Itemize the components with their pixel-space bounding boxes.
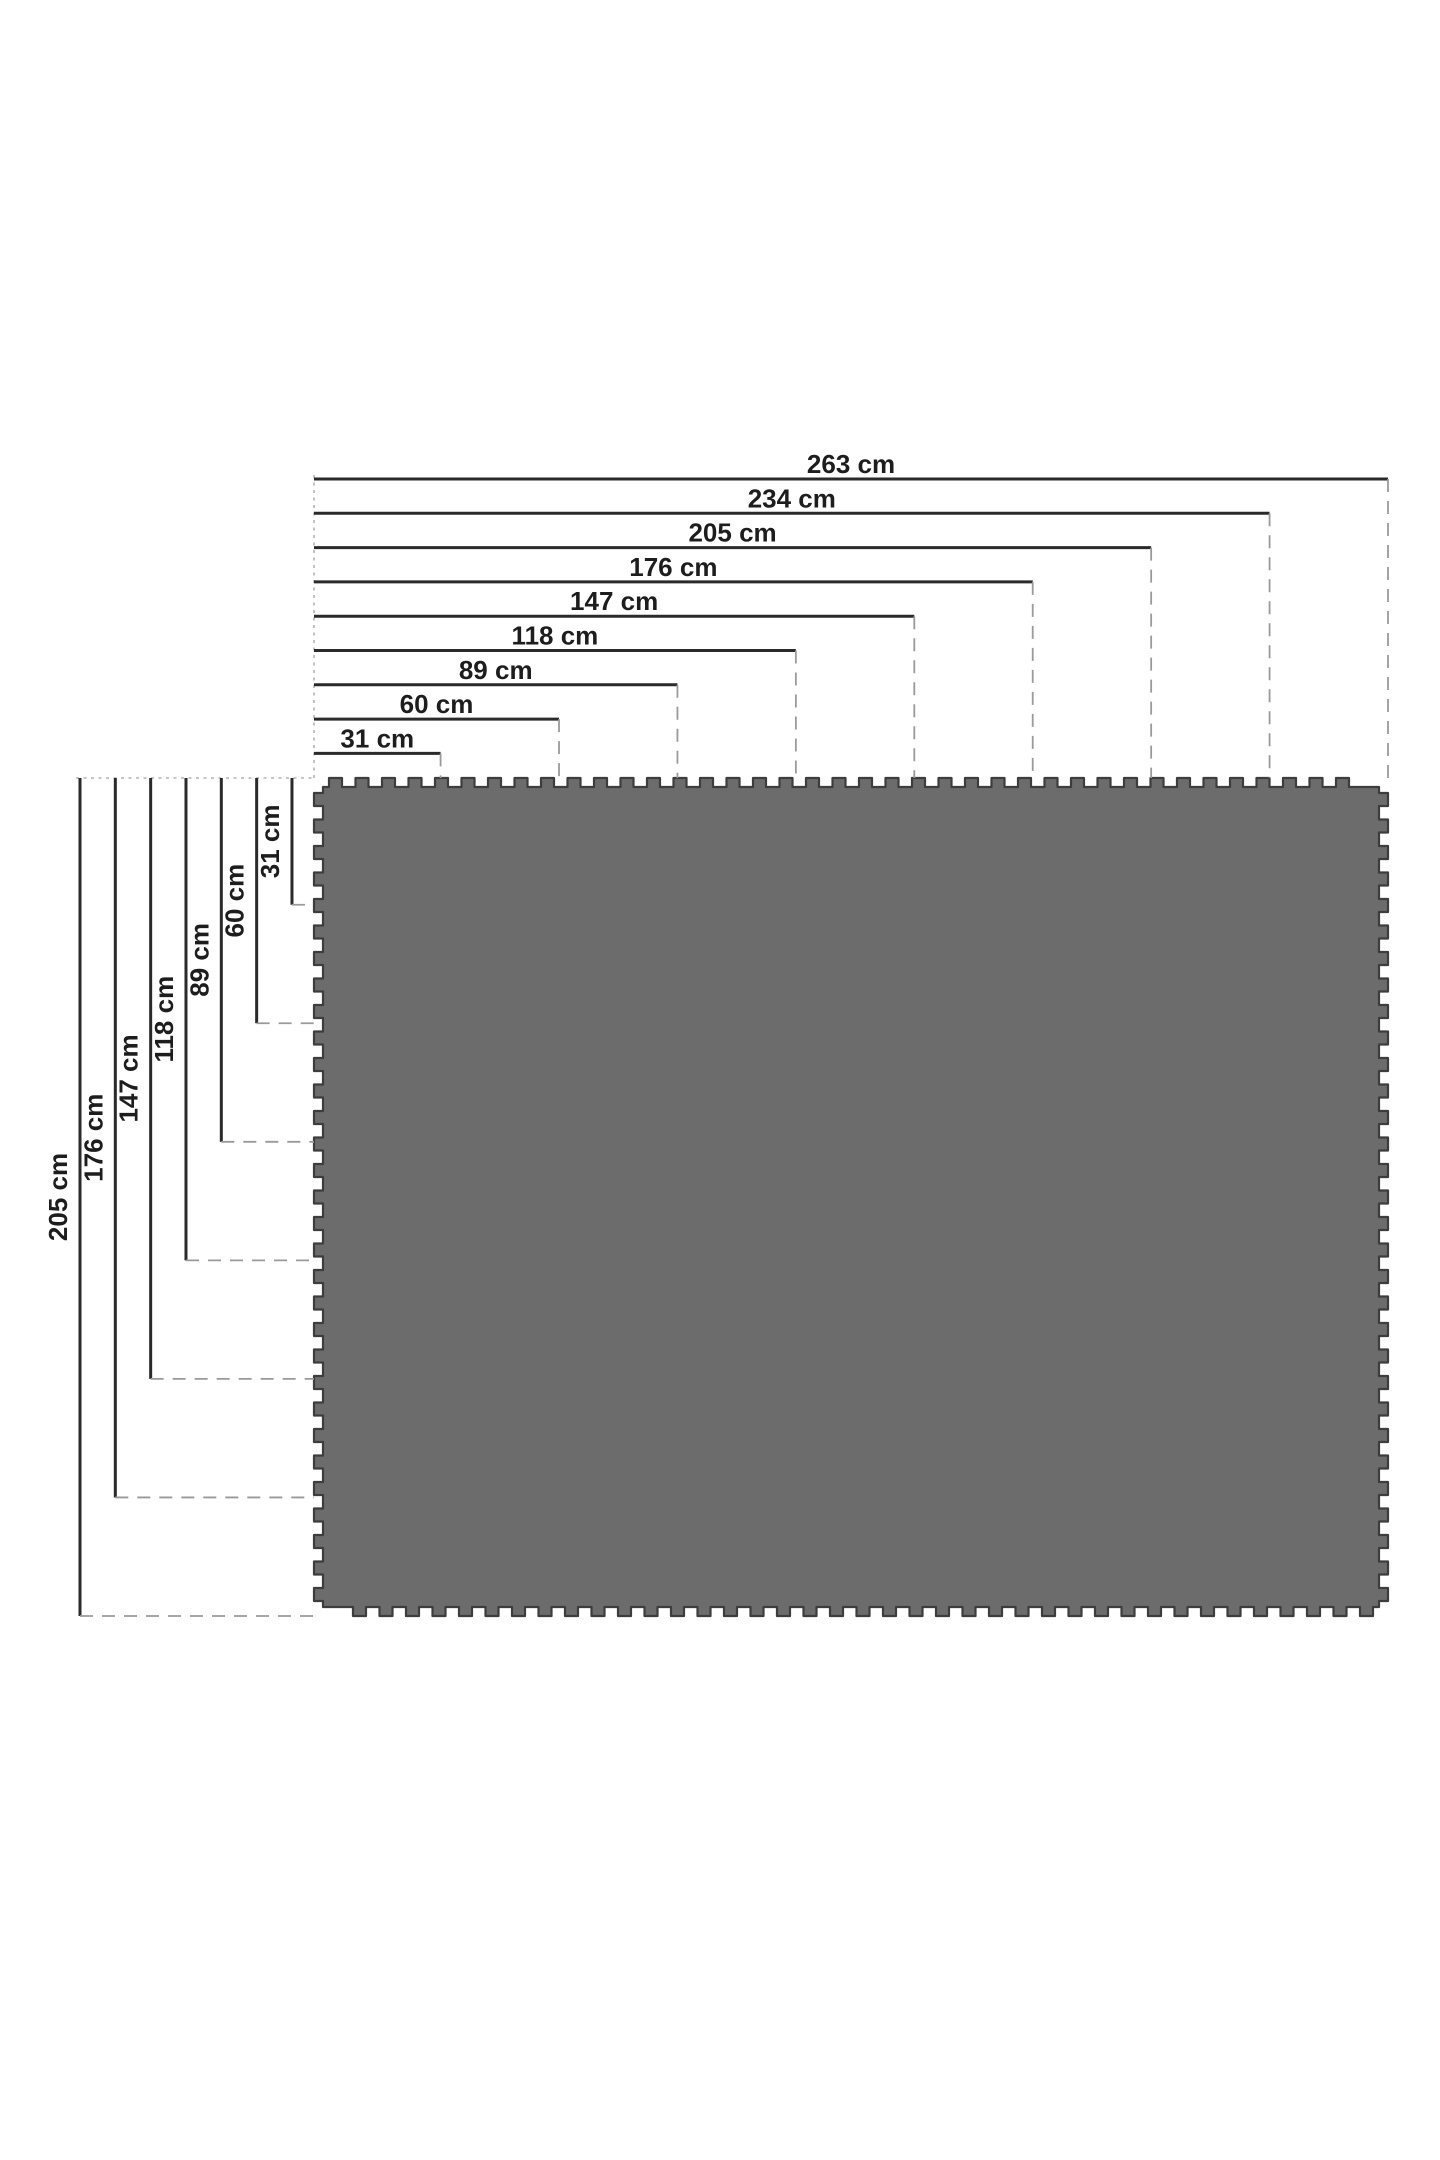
mat-outline bbox=[312, 776, 1390, 1618]
top-dimension-label: 205 cm bbox=[688, 518, 776, 548]
top-dimension-label: 176 cm bbox=[629, 552, 717, 582]
mat bbox=[312, 776, 1390, 1618]
left-dimension-label: 60 cm bbox=[220, 864, 250, 938]
left-dimension-label: 147 cm bbox=[114, 1034, 144, 1122]
left-dimension-label: 31 cm bbox=[255, 804, 285, 878]
left-dimension-label: 89 cm bbox=[184, 923, 214, 997]
left-dimension-label: 176 cm bbox=[78, 1094, 108, 1182]
top-dimension-label: 89 cm bbox=[459, 655, 533, 685]
top-dimension-label: 31 cm bbox=[340, 723, 414, 753]
top-dimension-label: 147 cm bbox=[570, 586, 658, 616]
left-dimension-label: 205 cm bbox=[43, 1153, 73, 1241]
top-dimension-label: 234 cm bbox=[748, 483, 836, 513]
top-dimension-label: 118 cm bbox=[512, 621, 599, 651]
left-dimension-label: 118 cm bbox=[149, 976, 179, 1063]
top-dimension-label: 60 cm bbox=[400, 689, 474, 719]
top-dimension-label: 263 cm bbox=[807, 449, 895, 479]
